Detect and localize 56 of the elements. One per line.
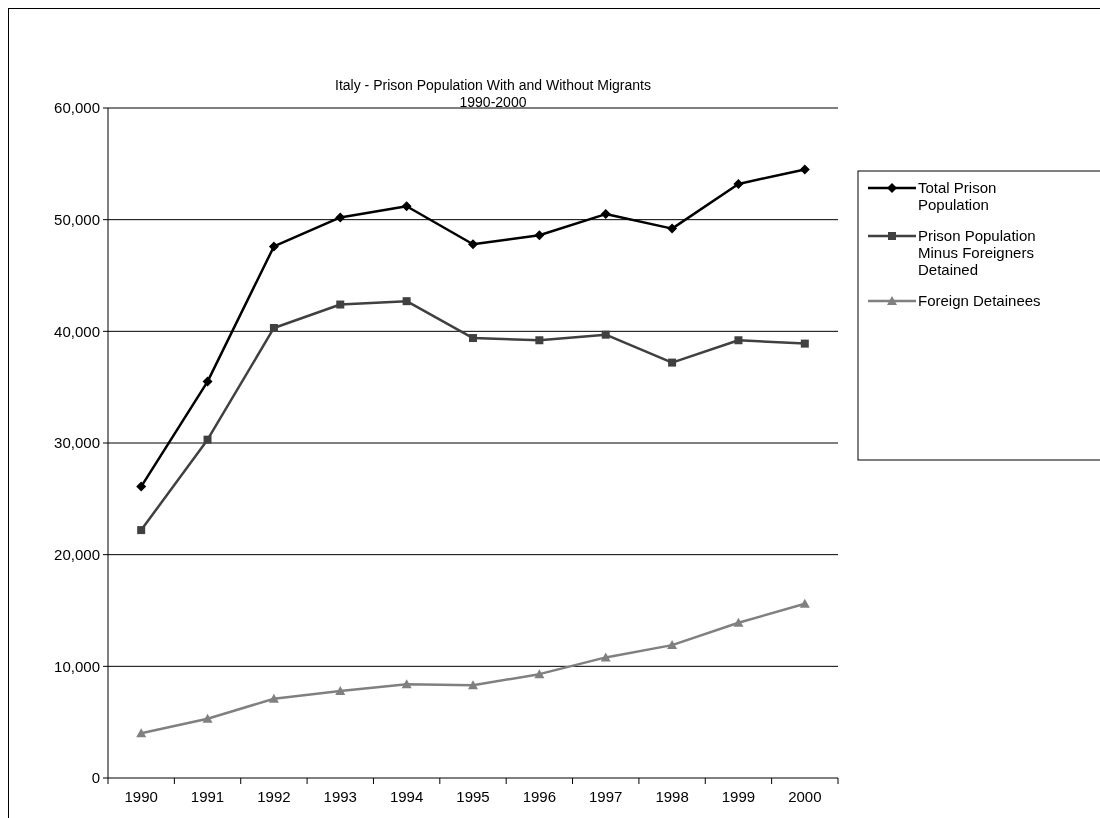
point	[335, 685, 346, 695]
point	[734, 336, 743, 345]
x-tick-label: 1996	[522, 788, 557, 805]
x-tick-label: 1990	[124, 788, 158, 805]
y-tick-label: 40,000	[54, 322, 100, 340]
legend-label: Foreign Detainees	[918, 292, 1041, 310]
point	[667, 223, 678, 234]
point	[468, 680, 478, 690]
x-tick-label: 1991	[190, 788, 225, 805]
point	[667, 640, 678, 650]
point	[202, 713, 213, 723]
x-tick-label: 1997	[589, 788, 623, 805]
point	[268, 241, 279, 252]
point	[203, 435, 212, 444]
point	[534, 230, 545, 241]
point	[402, 297, 411, 306]
chart-title: Italy - Prison Population With and Without Migrants	[335, 77, 651, 93]
x-tick-label: 1999	[721, 788, 756, 805]
y-tick-label: 30,000	[54, 434, 100, 452]
y-tick-label: 0	[91, 769, 100, 787]
point	[534, 669, 545, 679]
point	[468, 239, 478, 250]
x-tick-label: 2000	[788, 788, 822, 805]
point	[799, 164, 810, 175]
point	[733, 178, 744, 189]
y-tick-label: 60,000	[54, 99, 100, 117]
legend-label: Prison Population Minus Foreigners Detained	[918, 227, 1036, 279]
point	[800, 339, 809, 348]
point	[202, 376, 213, 387]
point	[269, 323, 278, 332]
point	[601, 330, 610, 339]
y-tick-label: 10,000	[54, 657, 100, 675]
point	[268, 693, 279, 703]
y-tick-label: 50,000	[54, 210, 100, 228]
point	[136, 728, 147, 738]
point	[799, 598, 810, 608]
x-tick-label: 1995	[456, 788, 490, 805]
legend-label: Total Prison Population	[918, 179, 997, 214]
point	[600, 209, 611, 220]
x-tick-label: 1992	[257, 788, 291, 805]
point	[600, 652, 611, 662]
x-tick-label: 1994	[389, 788, 424, 805]
x-tick-label: 1993	[323, 788, 357, 805]
point	[136, 481, 147, 492]
y-tick-label: 20,000	[54, 545, 100, 563]
point	[668, 358, 677, 367]
point	[137, 526, 146, 535]
point	[733, 617, 744, 627]
point	[401, 679, 412, 689]
chart-subtitle: 1990-2000	[459, 94, 527, 110]
point	[401, 201, 412, 212]
point	[469, 334, 477, 343]
point	[535, 336, 544, 345]
x-tick-label: 1998	[655, 788, 689, 805]
point	[335, 212, 346, 223]
point	[336, 300, 345, 309]
